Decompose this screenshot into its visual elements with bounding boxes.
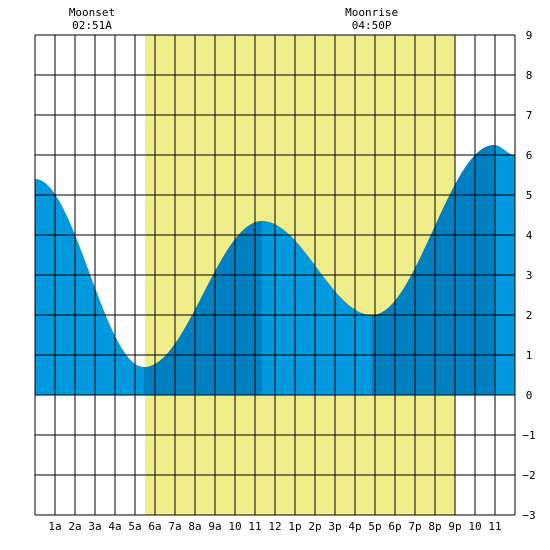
- x-tick-label: 4p: [348, 520, 361, 533]
- y-tick-label: 6: [526, 149, 533, 162]
- moonrise-label: Moonrise: [345, 6, 398, 19]
- y-tick-label: 1: [526, 349, 533, 362]
- moonset-time: 02:51A: [72, 19, 112, 32]
- moonset-label: Moonset: [69, 6, 115, 19]
- x-tick-label: 5p: [368, 520, 381, 533]
- y-tick-label: 7: [526, 109, 533, 122]
- y-tick-label: 9: [526, 29, 533, 42]
- x-tick-label: 3a: [88, 520, 101, 533]
- tide-segment-1: [144, 221, 262, 395]
- y-tick-label: −2: [522, 469, 535, 482]
- tide-segment-0: [35, 179, 144, 395]
- tide-segment-2: [262, 221, 372, 395]
- tide-segment-4: [494, 145, 515, 395]
- x-tick-label: 8p: [428, 520, 441, 533]
- x-tick-label: 11: [488, 520, 501, 533]
- y-tick-label: 5: [526, 189, 533, 202]
- moonrise-time: 04:50P: [352, 19, 392, 32]
- x-tick-label: 5a: [128, 520, 141, 533]
- x-tick-label: 9p: [448, 520, 461, 533]
- x-tick-label: 2a: [68, 520, 81, 533]
- x-tick-label: 10: [228, 520, 241, 533]
- x-tick-label: 12: [268, 520, 281, 533]
- x-tick-label: 11: [248, 520, 261, 533]
- x-axis-labels: 1a 2a 3a 4a 5a 6a 7a 8a 9a 10 11 12 1p 2p 3p 4p 5p 6p 7p 8p…: [48, 520, 501, 533]
- x-tick-label: 10: [468, 520, 481, 533]
- y-tick-label: 3: [526, 269, 533, 282]
- x-tick-label: 9a: [208, 520, 221, 533]
- x-tick-label: 7p: [408, 520, 421, 533]
- y-tick-label: 2: [526, 309, 533, 322]
- tide-segment-3: [372, 145, 494, 395]
- y-axis-labels: 9 8 7 6 5 4 3 2 1 0 −1 −2 −3: [522, 29, 535, 522]
- x-tick-label: 8a: [188, 520, 201, 533]
- x-tick-label: 6a: [148, 520, 161, 533]
- x-tick-label: 1a: [48, 520, 61, 533]
- x-tick-label: 7a: [168, 520, 181, 533]
- x-tick-label: 1p: [288, 520, 301, 533]
- x-tick-label: 6p: [388, 520, 401, 533]
- y-tick-label: 0: [526, 389, 533, 402]
- y-tick-label: 4: [526, 229, 533, 242]
- y-tick-label: 8: [526, 69, 533, 82]
- y-tick-label: −1: [522, 429, 535, 442]
- y-tick-label: −3: [522, 509, 535, 522]
- x-tick-label: 4a: [108, 520, 121, 533]
- x-tick-label: 2p: [308, 520, 321, 533]
- x-tick-label: 3p: [328, 520, 341, 533]
- tide-layer: [35, 145, 515, 395]
- grid-layer: [34, 34, 516, 516]
